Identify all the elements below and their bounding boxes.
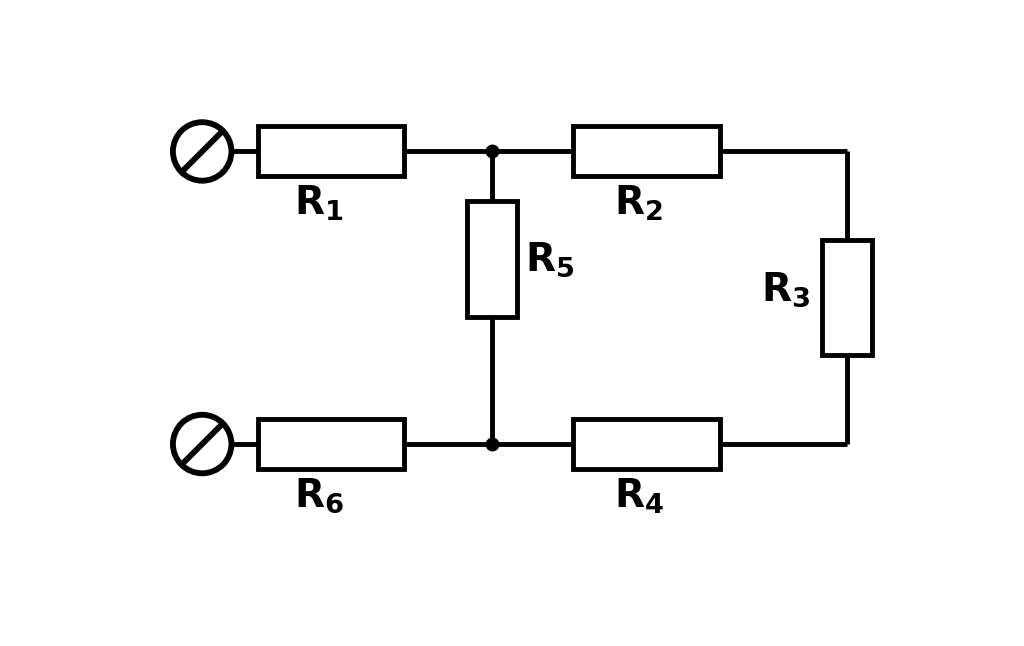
Text: $\mathbf{R_4}$: $\mathbf{R_4}$ bbox=[613, 477, 664, 516]
Text: $\mathbf{R_6}$: $\mathbf{R_6}$ bbox=[294, 477, 344, 516]
Bar bbox=[573, 419, 720, 469]
Text: $\mathbf{R_3}$: $\mathbf{R_3}$ bbox=[761, 271, 810, 309]
Bar bbox=[258, 127, 403, 176]
Bar bbox=[573, 127, 720, 176]
Bar bbox=[467, 202, 517, 317]
Bar bbox=[821, 240, 871, 355]
Text: $\mathbf{R_2}$: $\mathbf{R_2}$ bbox=[614, 184, 664, 224]
Text: $\mathbf{R_1}$: $\mathbf{R_1}$ bbox=[295, 184, 344, 224]
Text: $\mathbf{R_5}$: $\mathbf{R_5}$ bbox=[525, 240, 574, 278]
Bar bbox=[258, 419, 403, 469]
